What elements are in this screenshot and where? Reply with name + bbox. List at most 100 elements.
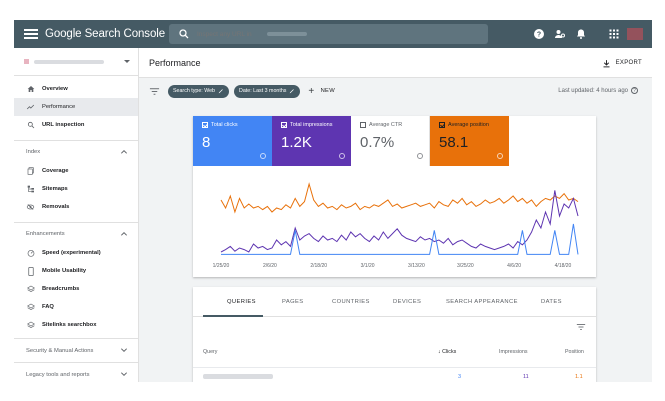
layers-icon: [26, 321, 35, 330]
tab-queries[interactable]: QUERIES: [227, 299, 256, 305]
property-favicon: [24, 59, 29, 64]
column-header-impressions[interactable]: Impressions: [499, 349, 528, 355]
new-label: NEW: [320, 88, 335, 94]
metric-average-ctr[interactable]: Average CTR 0.7%: [351, 116, 430, 166]
x-tick-label: 3/1/20: [361, 263, 375, 269]
table-row[interactable]: 3 11 1.1: [193, 367, 596, 382]
help-icon: [339, 153, 345, 159]
chip-label: Search type: Web: [173, 88, 216, 94]
series-line-average-position: [220, 182, 579, 214]
sitemap-icon: [26, 185, 35, 194]
column-header-position[interactable]: Position: [565, 349, 584, 355]
sidebar-item-label: Sitemaps: [42, 186, 68, 192]
metric-total-impressions[interactable]: Total impressions 1.2K: [272, 116, 351, 166]
x-tick-label: 2/6/20: [263, 263, 277, 269]
help-icon[interactable]: ?: [533, 28, 545, 40]
notifications-icon[interactable]: [575, 28, 587, 40]
metric-average-position[interactable]: Average position 58.1: [430, 116, 509, 166]
tab-pages[interactable]: PAGES: [282, 299, 304, 305]
sidebar-item-label: Coverage: [42, 168, 69, 174]
sidebar-item-performance[interactable]: Performance: [14, 98, 138, 116]
apps-grid-icon[interactable]: [608, 28, 620, 40]
smartphone-icon: [26, 266, 35, 276]
sidebar-item-overview[interactable]: Overview: [14, 80, 138, 98]
performance-line-chart[interactable]: 1/25/20 2/6/20 2/18/20 3/1/20 3/13/20 3/25/20…: [203, 174, 588, 269]
section-label: Index: [26, 148, 41, 155]
search-input[interactable]: [197, 30, 267, 38]
tab-search-appearance[interactable]: SEARCH APPEARANCE: [446, 299, 518, 305]
chevron-down-icon: [120, 372, 128, 377]
position-cell: 1.1: [575, 374, 583, 380]
tab-devices[interactable]: DEVICES: [393, 299, 422, 305]
checkbox-icon: [281, 122, 287, 128]
search-type-filter-chip[interactable]: Search type: Web: [168, 84, 230, 98]
metric-value: 0.7%: [360, 134, 395, 151]
new-filter-button[interactable]: + NEW: [308, 86, 335, 97]
tab-countries[interactable]: COUNTRIES: [332, 299, 370, 305]
sidebar-item-speed[interactable]: Speed (experimental): [14, 244, 138, 262]
search-console-window: Google Search Console ? Overview Perform…: [14, 20, 652, 382]
column-header-clicks[interactable]: ↓ Clicks: [438, 349, 456, 355]
export-button[interactable]: EXPORT: [602, 55, 642, 71]
metric-label: Total impressions: [290, 122, 333, 128]
sidebar-item-url-inspection[interactable]: URL inspection: [14, 116, 138, 134]
query-redacted: [203, 374, 273, 379]
sidebar-item-coverage[interactable]: Coverage: [14, 162, 138, 180]
sidebar-item-label: FAQ: [42, 304, 54, 310]
sidebar-item-label: Overview: [42, 86, 68, 92]
sidebar-item-sitelinks-searchbox[interactable]: Sitelinks searchbox: [14, 316, 138, 334]
export-label: EXPORT: [615, 60, 642, 66]
manage-users-icon[interactable]: [554, 28, 566, 40]
account-avatar[interactable]: [627, 28, 643, 40]
sidebar: Overview Performance URL inspection Inde…: [14, 48, 139, 382]
sidebar-item-faq[interactable]: FAQ: [14, 298, 138, 316]
metric-total-clicks[interactable]: Total clicks 8: [193, 116, 272, 166]
property-name-redacted: [34, 59, 104, 64]
help-icon[interactable]: ?: [631, 87, 638, 94]
menu-icon[interactable]: [24, 29, 38, 39]
report-tabs: QUERIES PAGES COUNTRIES DEVICES SEARCH A…: [193, 287, 596, 317]
last-updated-text: Last updated: 4 hours ago: [558, 87, 628, 94]
sidebar-section-security[interactable]: Security & Manual Actions: [14, 338, 138, 362]
sort-arrow-down-icon: ↓: [438, 349, 443, 355]
top-app-bar: Google Search Console ?: [14, 20, 652, 48]
pencil-icon: [290, 89, 295, 94]
x-tick-label: 4/6/20: [507, 263, 521, 269]
metric-label: Average position: [448, 122, 489, 128]
metric-label: Average CTR: [369, 122, 403, 128]
report-table-card: QUERIES PAGES COUNTRIES DEVICES SEARCH A…: [193, 287, 596, 382]
plus-icon: +: [308, 85, 315, 97]
sidebar-item-label: Sitelinks searchbox: [42, 322, 97, 328]
metric-label: Total clicks: [211, 122, 238, 128]
app-brand[interactable]: Google Search Console: [45, 28, 166, 40]
filter-icon[interactable]: [576, 323, 586, 331]
sidebar-section-legacy[interactable]: Legacy tools and reports: [14, 362, 138, 382]
pencil-icon: [218, 89, 223, 94]
sidebar-item-breadcrumbs[interactable]: Breadcrumbs: [14, 280, 138, 298]
x-tick-label: 2/18/20: [310, 263, 327, 269]
layers-icon: [26, 285, 35, 294]
sidebar-section-index[interactable]: Index: [14, 140, 138, 162]
column-header-query[interactable]: Query: [203, 349, 218, 355]
sidebar-item-label: Breadcrumbs: [42, 286, 80, 292]
sidebar-item-label: URL inspection: [42, 122, 85, 128]
sidebar-item-mobile-usability[interactable]: Mobile Usability: [14, 262, 138, 280]
sidebar-item-label: Performance: [42, 104, 76, 110]
home-icon: [26, 85, 35, 94]
filter-icon[interactable]: [149, 87, 160, 96]
date-filter-chip[interactable]: Date: Last 3 months: [234, 84, 301, 98]
url-inspect-search[interactable]: [169, 24, 488, 44]
sidebar-section-enhancements[interactable]: Enhancements: [14, 222, 138, 244]
tab-dates[interactable]: DATES: [541, 299, 562, 305]
sidebar-item-removals[interactable]: Removals: [14, 198, 138, 216]
filter-bar: Search type: Web Date: Last 3 months + N…: [139, 78, 652, 104]
sidebar-item-sitemaps[interactable]: Sitemaps: [14, 180, 138, 198]
property-selector[interactable]: [14, 48, 138, 76]
file-copy-icon: [26, 167, 35, 176]
checkbox-icon: [202, 122, 208, 128]
query-cell: [203, 374, 273, 379]
clicks-cell: 3: [458, 374, 462, 380]
x-tick-label: 1/25/20: [213, 263, 230, 269]
series-line-total-impressions: [220, 190, 579, 253]
download-icon: [603, 59, 610, 67]
